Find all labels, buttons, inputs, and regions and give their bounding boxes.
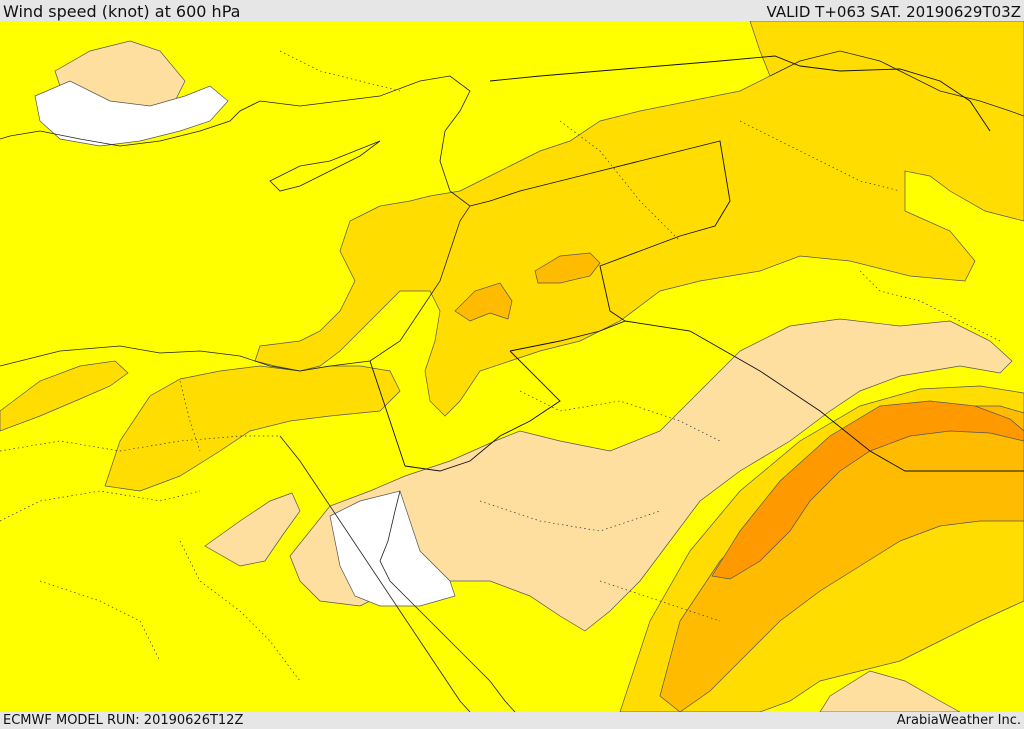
wind-band-west (0, 360, 129, 432)
calm-zone-turkey (34, 80, 229, 147)
admin-boundaries (0, 50, 1001, 682)
map-title: Wind speed (knot) at 600 hPa (3, 2, 241, 21)
wind-band-light-arabia (289, 318, 1013, 632)
wind-band-sinai (104, 365, 401, 492)
calm-zone-redsea (329, 490, 456, 607)
wind-band-southeast-4 (711, 400, 1024, 580)
wind-band-northeast (254, 21, 1024, 417)
valid-time: VALID T+063 SAT. 20190629T03Z (766, 3, 1021, 21)
wind-band-light-bottom (819, 670, 961, 712)
country-borders (369, 55, 1024, 472)
credit-label: ArabiaWeather Inc. (896, 713, 1021, 728)
wind-speed-map (0, 21, 1024, 712)
footer-bar (0, 712, 1024, 729)
wind-spot-syria (534, 252, 601, 284)
coastlines (0, 50, 1024, 712)
wind-spot-jordan (454, 282, 513, 322)
model-run: ECMWF MODEL RUN: 20190626T12Z (3, 713, 244, 728)
wind-band-light-sinai (204, 492, 301, 567)
header-bar (0, 0, 1024, 21)
